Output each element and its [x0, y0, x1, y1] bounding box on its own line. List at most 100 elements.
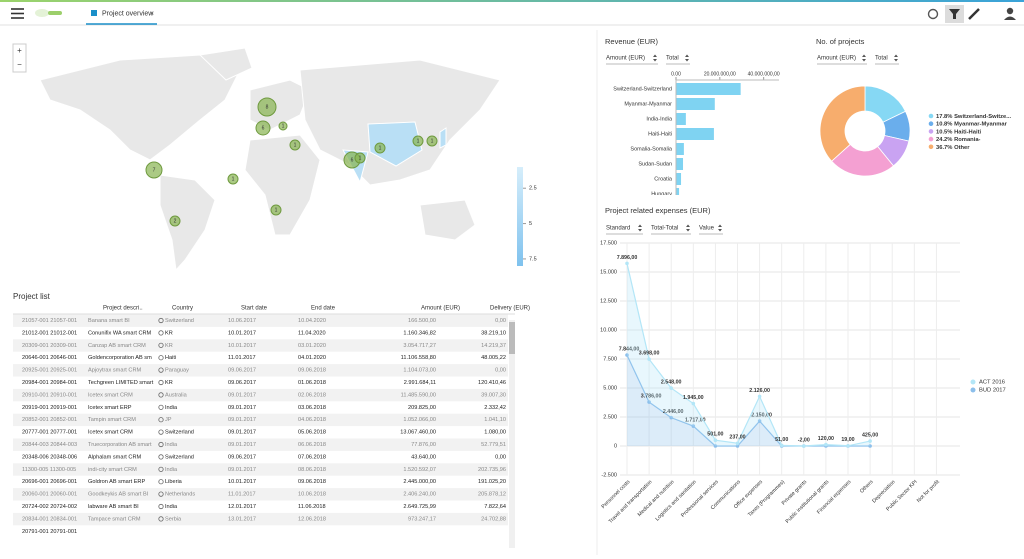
point[interactable] — [713, 444, 718, 448]
table-title: Project list — [13, 292, 51, 301]
spinner-up[interactable] — [862, 54, 866, 58]
table-cell: 1.041,10 — [484, 417, 506, 423]
spinner-up[interactable] — [894, 54, 898, 58]
dropdown[interactable]: Value — [699, 226, 715, 232]
spinner-down[interactable] — [653, 59, 657, 62]
spinner-down[interactable] — [638, 229, 642, 232]
point[interactable] — [625, 261, 629, 266]
tab-close[interactable]: × — [150, 10, 154, 17]
scroll-thumb[interactable] — [509, 322, 515, 354]
point[interactable] — [713, 438, 718, 442]
spinner-up[interactable] — [638, 224, 642, 228]
zoom-control: + − — [12, 43, 27, 73]
column-header[interactable]: Start date — [241, 306, 268, 312]
spinner-down[interactable] — [718, 229, 722, 232]
column-header[interactable]: Country — [172, 306, 193, 312]
point[interactable] — [691, 424, 696, 428]
dropdown[interactable]: Total — [666, 56, 679, 62]
dropdown[interactable]: Amount (EUR) — [606, 56, 645, 62]
edit-button[interactable] — [968, 8, 980, 20]
spinner-up[interactable] — [686, 224, 690, 228]
legend-entry[interactable]: 10.8% Myanmar-Myanmar — [936, 121, 1008, 127]
scrollbar[interactable] — [509, 320, 515, 548]
point[interactable] — [647, 357, 651, 361]
point[interactable] — [669, 386, 673, 390]
column-header[interactable]: End date — [311, 306, 336, 312]
spinner-down[interactable] — [862, 59, 866, 62]
zoom-out[interactable]: − — [17, 60, 22, 69]
point[interactable] — [824, 442, 828, 447]
bar[interactable] — [676, 83, 741, 95]
filter-button[interactable] — [945, 5, 964, 23]
point[interactable] — [647, 400, 651, 404]
column-header[interactable]: Project descri.. — [103, 306, 143, 312]
dropdown[interactable]: Total — [875, 56, 888, 62]
spinner-up[interactable] — [718, 224, 722, 228]
column-header[interactable]: Amount (EUR) — [421, 306, 460, 312]
spinner-up[interactable] — [685, 54, 689, 58]
bar[interactable] — [676, 158, 684, 170]
dropdown[interactable]: Total-Total — [651, 226, 678, 232]
zoom-box — [12, 43, 27, 73]
spinner-down[interactable] — [894, 59, 898, 62]
point[interactable] — [625, 353, 629, 357]
point[interactable] — [669, 415, 673, 420]
point[interactable] — [779, 443, 784, 448]
zoom-in[interactable]: + — [17, 46, 22, 55]
logo[interactable] — [35, 9, 62, 17]
legend-entry[interactable]: BUD 2017 — [979, 388, 1006, 394]
dropdown[interactable]: Amount (EUR) — [817, 56, 856, 62]
point[interactable] — [868, 439, 872, 443]
map-bubble[interactable] — [270, 204, 282, 216]
legend-label: Myanmar-Myanmar — [954, 121, 1008, 127]
menu-button[interactable] — [11, 8, 24, 19]
table-cell: Conunifix WA smart CRM — [88, 330, 152, 336]
map-bubble[interactable] — [255, 120, 271, 136]
map-bubble[interactable] — [169, 215, 181, 227]
point[interactable] — [735, 441, 740, 446]
bar[interactable] — [676, 188, 680, 200]
world-map[interactable] — [39, 47, 501, 272]
point[interactable] — [757, 394, 762, 399]
pie-slice[interactable] — [819, 85, 866, 162]
map-bubble[interactable] — [354, 152, 366, 164]
column-header[interactable]: Delivery (EUR) — [490, 306, 530, 312]
legend-entry[interactable]: 10.5% Haiti-Haiti — [936, 129, 982, 135]
color-scale — [517, 167, 523, 266]
country-highlight[interactable] — [367, 121, 423, 167]
user-button[interactable] — [1004, 7, 1016, 20]
dropdown[interactable]: Standard — [606, 226, 630, 232]
map-bubble[interactable] — [227, 173, 239, 185]
bar[interactable] — [676, 143, 684, 155]
point[interactable] — [735, 444, 740, 448]
map-bubble[interactable] — [257, 97, 277, 117]
map-bubble[interactable] — [374, 142, 386, 154]
bar[interactable] — [676, 173, 682, 185]
point[interactable] — [757, 419, 762, 423]
legend-entry[interactable]: 24.2% Romania- — [936, 137, 981, 143]
point[interactable] — [802, 444, 806, 448]
map-bubble[interactable] — [426, 135, 438, 147]
refresh-button[interactable] — [927, 8, 939, 20]
bar[interactable] — [676, 128, 714, 140]
legend-swatch — [970, 387, 976, 393]
tab[interactable]: Project overview × — [86, 10, 157, 25]
table-cell: Tampace smart CRM — [88, 516, 141, 522]
spinner-down[interactable] — [686, 229, 690, 232]
spinner-up[interactable] — [653, 54, 657, 58]
bar[interactable] — [676, 113, 686, 125]
bubble-label: 1 — [232, 176, 235, 182]
map-bubble[interactable] — [278, 121, 288, 131]
point[interactable] — [846, 443, 850, 448]
spinner-down[interactable] — [685, 59, 689, 62]
map-bubble[interactable] — [412, 135, 424, 147]
legend-entry[interactable]: 17.8% Switzerland-Switze... — [936, 114, 1011, 120]
point[interactable] — [691, 401, 696, 406]
bar[interactable] — [676, 98, 715, 110]
map-bubble[interactable] — [145, 161, 163, 179]
point[interactable] — [868, 444, 872, 448]
legend-entry[interactable]: 36.7% Other — [936, 144, 970, 150]
map-bubble[interactable] — [289, 139, 301, 151]
legend-entry[interactable]: ACT 2016 — [979, 380, 1005, 386]
country-highlight[interactable] — [439, 127, 447, 149]
